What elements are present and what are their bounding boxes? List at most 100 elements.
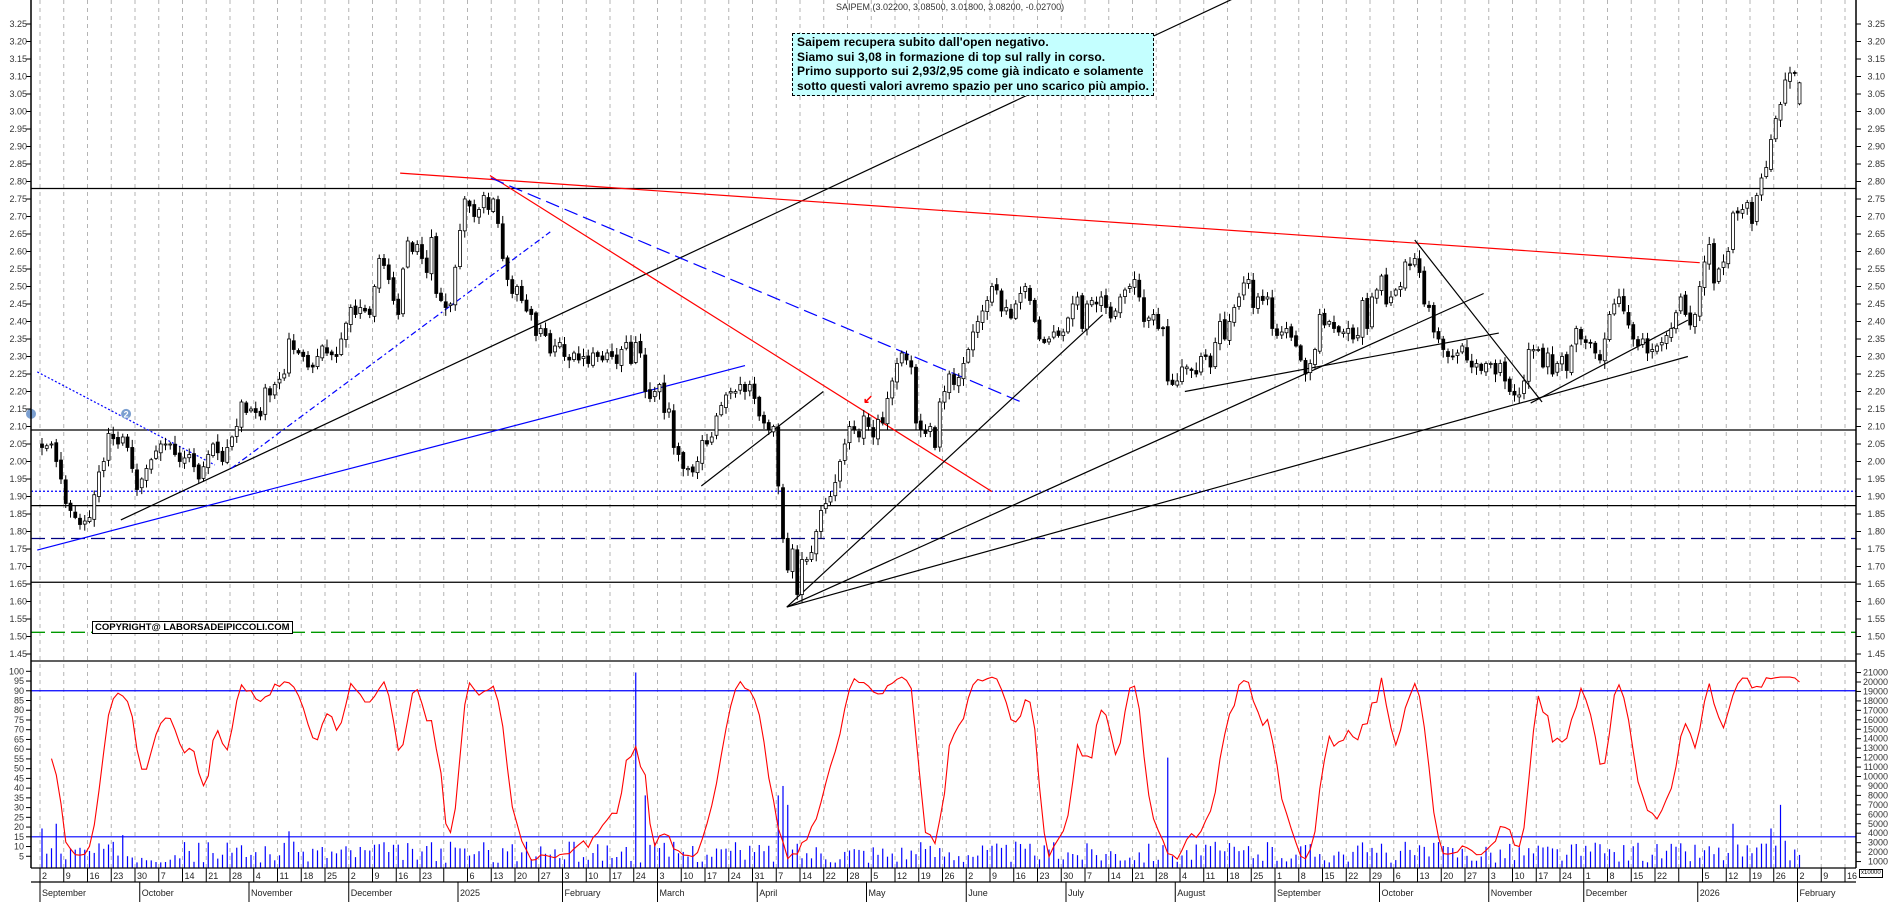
- candle-body: [363, 307, 367, 312]
- oscillator-tick-label: 60: [14, 744, 24, 754]
- candle-body: [980, 310, 985, 323]
- date-tick-label: 27: [1467, 871, 1477, 881]
- price-tick-label: 2.10: [9, 422, 27, 432]
- candle-body: [880, 417, 885, 424]
- month-label: October: [142, 888, 174, 898]
- candle-body: [1137, 279, 1142, 298]
- volume-tick-label: 20000: [1863, 677, 1888, 687]
- candle-body: [738, 384, 743, 391]
- candle-body: [567, 356, 572, 361]
- price-tick-label: 3.10: [9, 72, 27, 82]
- candle-body: [1294, 335, 1298, 347]
- candle-body: [1284, 328, 1289, 334]
- candle-body: [671, 410, 676, 448]
- candle-body: [1298, 345, 1303, 361]
- price-tick-label: 1.65: [1867, 579, 1885, 589]
- date-tick-label: 4: [256, 871, 261, 881]
- candle-body: [1621, 296, 1626, 312]
- oscillator-tick-label: 45: [14, 773, 24, 783]
- candle-body: [268, 388, 272, 396]
- date-tick-label: 1: [1277, 871, 1282, 881]
- date-tick-label: 5: [1705, 871, 1710, 881]
- candle-body: [1132, 279, 1137, 288]
- candle-body: [1640, 338, 1645, 345]
- candle-body: [1716, 268, 1721, 282]
- copyright-label: COPYRIGHT@ LABORSADEIPICCOLI.COM: [92, 621, 293, 634]
- candle-body: [244, 402, 249, 413]
- candle-body: [904, 353, 909, 361]
- candle-body: [785, 537, 790, 571]
- oscillator-tick-label: 100: [9, 666, 24, 676]
- candle-body: [1588, 341, 1593, 344]
- candle-body: [154, 450, 158, 459]
- candle-body: [144, 468, 149, 481]
- candle-body: [515, 286, 519, 295]
- oscillator-tick-label: 20: [14, 822, 24, 832]
- candle-body: [800, 559, 804, 595]
- candle-body: [1123, 289, 1127, 297]
- candle-body: [999, 290, 1004, 312]
- candle-body: [1075, 296, 1080, 306]
- candle-body: [1341, 331, 1346, 335]
- candle-body: [524, 299, 529, 312]
- price-tick-label: 1.80: [1867, 527, 1885, 537]
- candle-body: [1241, 282, 1246, 296]
- volume-tick-label: 12000: [1863, 753, 1888, 763]
- candle-body: [1735, 210, 1740, 214]
- candle-body: [1056, 330, 1061, 336]
- volume-tick-label: 4000: [1868, 828, 1888, 838]
- candle-body: [1113, 310, 1118, 317]
- date-tick-label: 12: [897, 871, 907, 881]
- candle-body: [472, 204, 477, 217]
- candle-body: [434, 236, 439, 294]
- price-tick-label: 1.90: [1867, 492, 1885, 502]
- month-label: December: [351, 888, 393, 898]
- candle-body: [225, 447, 230, 463]
- price-tick-label: 2.75: [9, 194, 27, 204]
- candle-body: [619, 349, 624, 366]
- date-tick-label: 14: [802, 871, 812, 881]
- trendline: [1530, 319, 1689, 404]
- price-tick-label: 2.20: [1867, 387, 1885, 397]
- oscillator-tick-label: 70: [14, 725, 24, 735]
- candle-body: [809, 552, 814, 560]
- date-tick-label: 27: [541, 871, 551, 881]
- candle-body: [543, 328, 548, 336]
- price-tick-label: 2.95: [9, 124, 27, 134]
- candle-body: [795, 549, 800, 595]
- candle-body: [358, 307, 363, 314]
- candle-body: [1047, 338, 1051, 343]
- candle-body: [177, 452, 182, 462]
- candle-body: [1327, 321, 1332, 325]
- candle-body: [975, 321, 980, 333]
- price-tick-label: 2.00: [1867, 457, 1885, 467]
- candle-body: [1270, 297, 1275, 329]
- candle-body: [1370, 296, 1374, 328]
- price-tick-label: 2.95: [1867, 124, 1885, 134]
- candle-body: [54, 442, 59, 462]
- date-tick-label: 16: [398, 871, 408, 881]
- price-tick-label: 1.90: [9, 492, 27, 502]
- date-tick-label: 28: [850, 871, 860, 881]
- price-tick-label: 3.25: [9, 19, 27, 29]
- volume-tick-label: 1000: [1868, 857, 1888, 867]
- price-tick-label: 2.50: [1867, 282, 1885, 292]
- candle-body: [192, 453, 196, 468]
- candle-body: [1070, 303, 1075, 320]
- candle-body: [1408, 263, 1412, 266]
- candle-body: [1702, 261, 1707, 288]
- candle-body: [97, 471, 101, 497]
- date-tick-label: 12: [1728, 871, 1738, 881]
- date-tick-label: 18: [1230, 871, 1240, 881]
- trendline: [37, 365, 746, 551]
- candle-body: [1517, 394, 1522, 398]
- candle-body: [1712, 243, 1716, 284]
- candle-body: [1484, 363, 1488, 373]
- candle-body: [1593, 342, 1598, 354]
- candle-body: [923, 430, 928, 434]
- price-tick-label: 2.60: [9, 247, 27, 257]
- candle-body: [1474, 363, 1479, 368]
- candle-body: [1693, 314, 1697, 328]
- candle-body: [158, 443, 163, 454]
- candle-body: [885, 398, 890, 425]
